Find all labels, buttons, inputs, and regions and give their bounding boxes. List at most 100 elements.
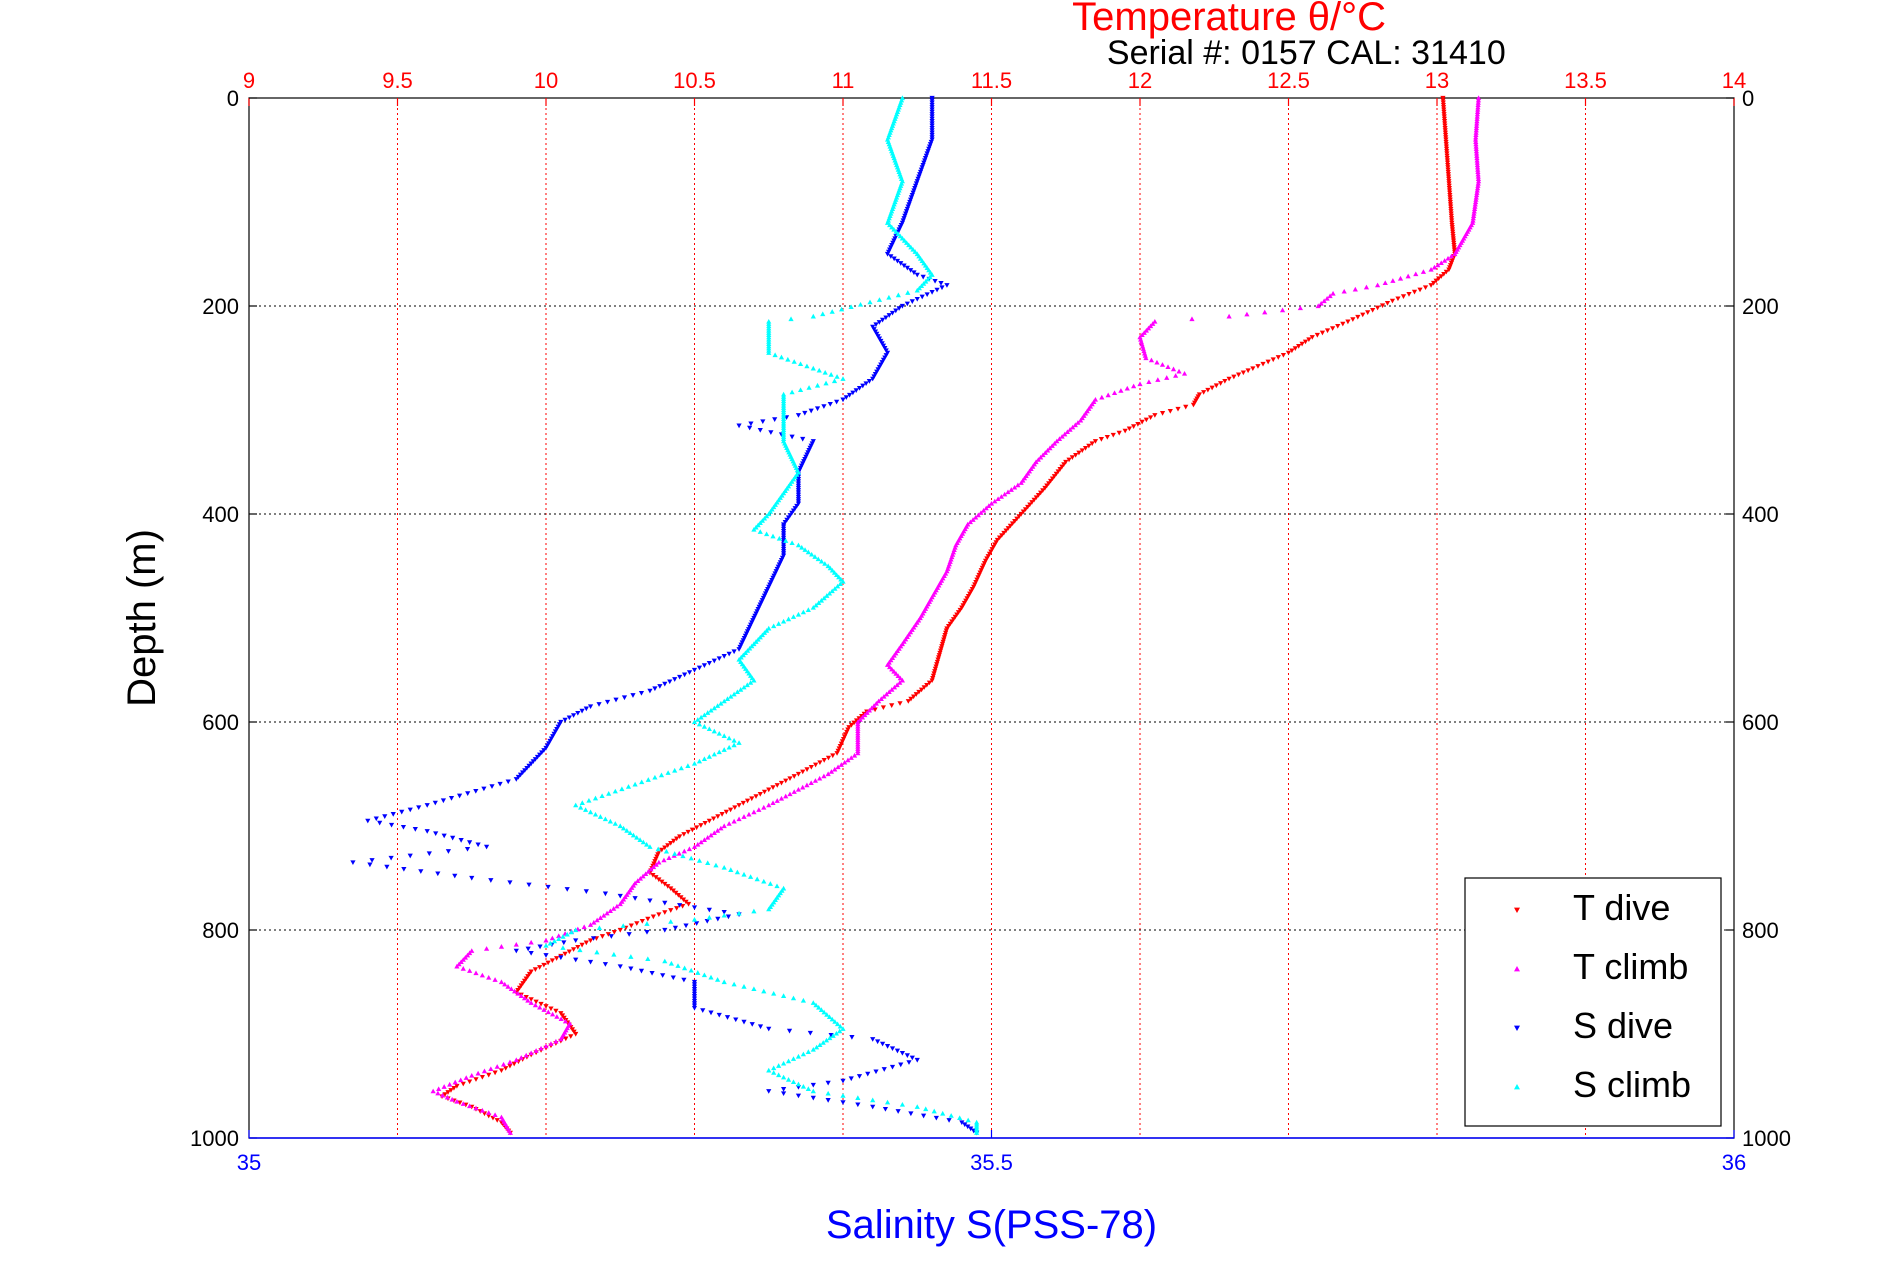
data-point — [806, 385, 812, 390]
data-point — [484, 844, 490, 850]
data-point — [1360, 312, 1366, 318]
data-point — [1001, 530, 1007, 536]
data-point — [538, 1045, 544, 1051]
data-point — [441, 1084, 447, 1089]
data-point — [388, 822, 395, 828]
data-point — [715, 977, 721, 982]
data-point — [771, 623, 777, 629]
data-point — [701, 756, 707, 762]
depth-tick-label-left: 600 — [202, 710, 239, 735]
data-point — [673, 890, 679, 896]
data-point — [628, 954, 634, 959]
temperature-tick-label: 10.5 — [673, 68, 716, 93]
data-point — [905, 290, 911, 295]
data-point — [909, 1055, 915, 1061]
data-point — [551, 731, 557, 737]
data-point — [893, 308, 899, 314]
data-point — [776, 1072, 782, 1078]
data-point — [558, 1036, 564, 1042]
data-point — [826, 1014, 833, 1020]
data-point — [999, 533, 1005, 538]
data-point — [823, 380, 829, 386]
data-point — [746, 811, 752, 817]
data-point — [1340, 321, 1346, 327]
data-point — [870, 324, 876, 330]
data-point — [842, 759, 848, 765]
data-point — [454, 963, 460, 969]
data-point — [805, 1086, 811, 1091]
data-point — [1475, 95, 1482, 101]
data-point — [795, 413, 802, 418]
data-point — [694, 825, 700, 831]
data-point — [675, 893, 681, 898]
data-point — [1473, 148, 1480, 154]
data-point — [1474, 160, 1480, 165]
data-point — [834, 751, 840, 756]
data-point — [701, 712, 707, 718]
data-point — [805, 549, 811, 555]
data-point — [627, 830, 633, 836]
data-point — [906, 1060, 912, 1065]
data-point — [663, 848, 670, 854]
data-point — [975, 512, 981, 518]
data-point — [804, 363, 810, 369]
data-point — [804, 782, 810, 788]
data-point — [1226, 313, 1232, 319]
data-point — [674, 836, 680, 842]
data-point — [473, 1077, 479, 1082]
data-point — [479, 1075, 485, 1080]
data-point — [878, 696, 884, 701]
data-point — [835, 1021, 841, 1027]
legend-label: S climb — [1573, 1064, 1691, 1105]
data-point — [810, 365, 816, 371]
data-point — [457, 1100, 463, 1106]
data-point — [742, 650, 749, 655]
data-point — [897, 680, 903, 685]
data-point — [766, 802, 772, 808]
data-point — [927, 274, 933, 280]
data-point — [800, 997, 806, 1003]
data-point — [916, 689, 922, 695]
data-point — [873, 322, 879, 328]
data-point — [832, 586, 838, 591]
data-point — [1040, 452, 1046, 458]
data-point — [840, 376, 846, 381]
data-point — [807, 1030, 813, 1036]
data-point — [870, 376, 876, 382]
data-point — [1165, 364, 1171, 369]
data-point — [1145, 325, 1152, 331]
data-point — [731, 818, 737, 824]
data-point — [503, 1066, 509, 1071]
data-point — [706, 907, 712, 913]
temperature-tick-label: 12 — [1128, 68, 1152, 93]
data-point — [836, 574, 842, 580]
data-point — [640, 873, 646, 879]
data-point — [469, 948, 475, 953]
data-point — [802, 410, 808, 416]
data-point — [1057, 467, 1063, 472]
data-point — [856, 385, 863, 391]
data-point — [755, 636, 761, 642]
data-point — [543, 1004, 549, 1009]
data-point — [688, 967, 694, 973]
data-point — [884, 1099, 891, 1105]
data-point — [761, 630, 768, 635]
data-point — [541, 1007, 547, 1012]
data-point — [856, 1074, 863, 1079]
data-point — [816, 600, 822, 605]
data-point — [1020, 509, 1026, 515]
data-point — [805, 607, 811, 612]
data-point — [818, 597, 824, 603]
data-point — [740, 800, 746, 806]
data-point — [1314, 332, 1320, 338]
data-point — [764, 628, 770, 633]
data-point — [747, 425, 753, 431]
data-point — [1183, 404, 1189, 410]
data-point — [619, 786, 625, 792]
data-point — [583, 807, 589, 812]
data-point — [586, 797, 592, 803]
data-point — [682, 672, 688, 678]
data-point — [1141, 330, 1147, 335]
data-point — [810, 605, 816, 610]
data-point — [827, 565, 833, 571]
